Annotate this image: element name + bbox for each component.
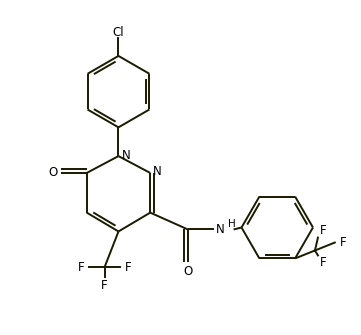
- Text: Cl: Cl: [113, 26, 124, 39]
- Text: F: F: [319, 224, 326, 237]
- Text: N: N: [121, 149, 130, 161]
- Text: O: O: [48, 166, 58, 180]
- Text: O: O: [183, 265, 192, 278]
- Text: N: N: [216, 223, 225, 236]
- Text: F: F: [125, 261, 132, 274]
- Text: F: F: [339, 236, 346, 249]
- Text: F: F: [319, 256, 326, 269]
- Text: F: F: [78, 261, 84, 274]
- Text: F: F: [101, 278, 108, 291]
- Text: H: H: [228, 218, 235, 228]
- Text: N: N: [153, 165, 162, 179]
